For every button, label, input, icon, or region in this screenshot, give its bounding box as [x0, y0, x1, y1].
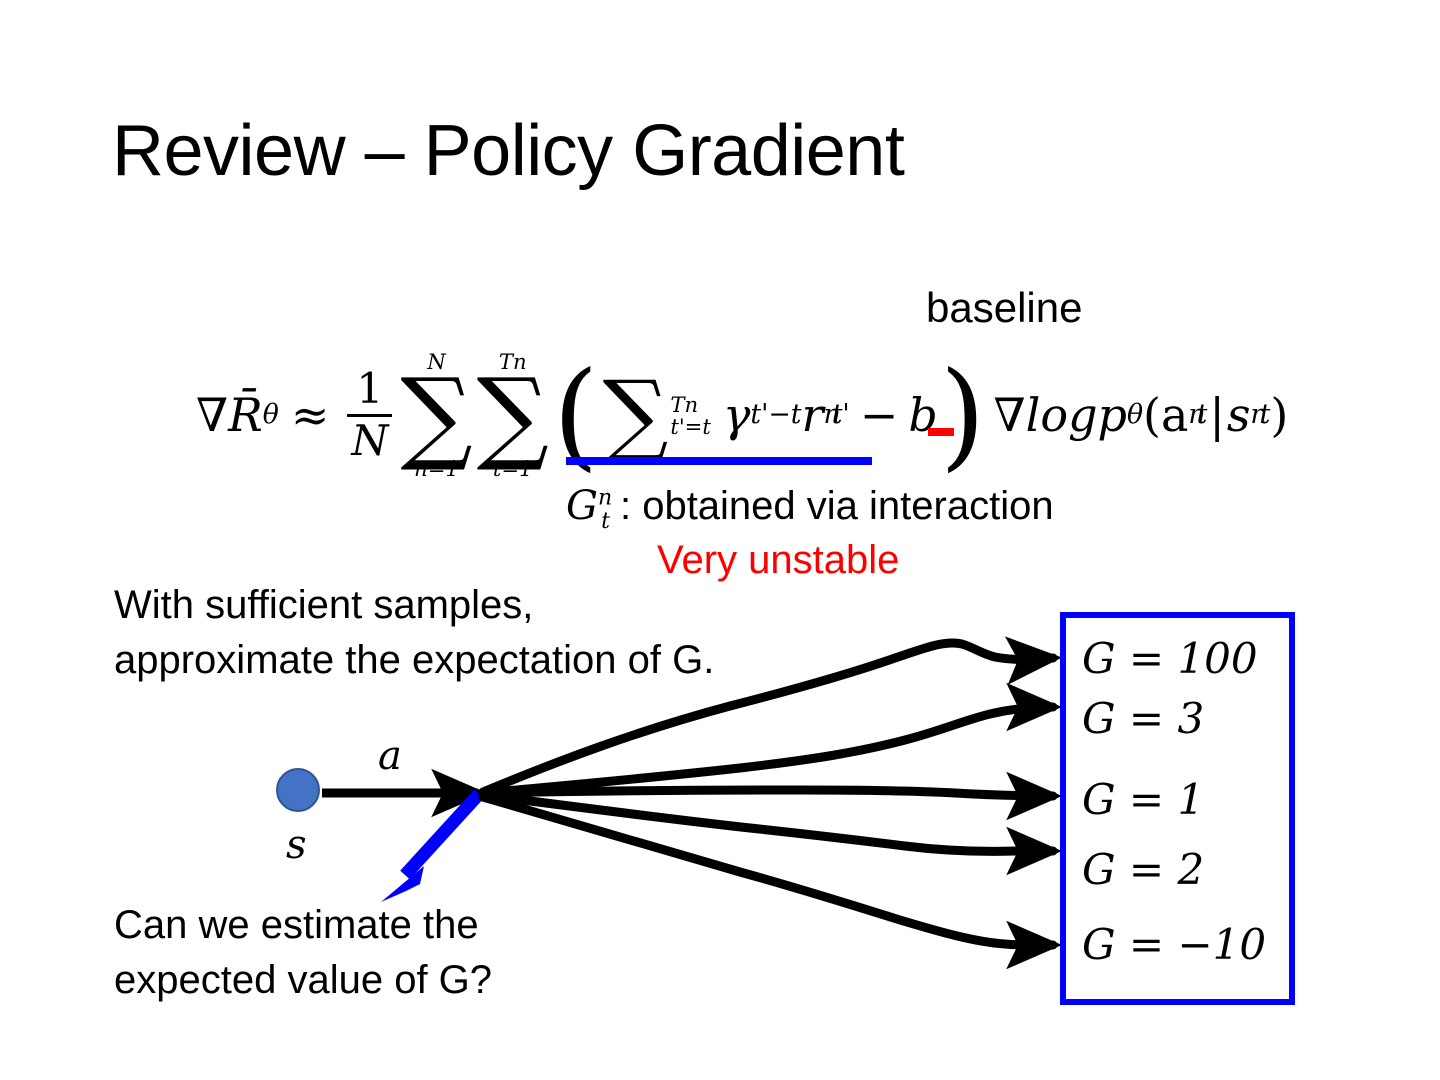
paren-open: (: [552, 346, 599, 484]
inner-sum-upper-limit: Tn: [670, 392, 699, 418]
return-superscript: n: [597, 485, 613, 511]
action-superscript: n: [1188, 398, 1206, 430]
action-subscript: t: [1196, 398, 1208, 430]
equation-middle-sum: Tn ∑ t=1: [477, 350, 549, 480]
equation-approx-sign: ≈: [290, 388, 330, 442]
fraction-bar: [347, 413, 393, 417]
baseline-annotation-label: baseline: [926, 284, 1083, 331]
trajectory-branch-3: [478, 771, 1063, 821]
question-line-2: expected value of G?: [114, 958, 493, 1003]
sigma-icon: ∑: [476, 355, 549, 474]
inner-sum-limits: Tn t'=t: [670, 392, 711, 439]
trajectory-branch-2: [478, 682, 1063, 798]
outer-sum-lower-limit: n=1: [414, 455, 459, 481]
equation-inner-sum: ∑ Tn t'=t: [602, 361, 711, 469]
equation-lhs-subscript: θ: [262, 398, 279, 430]
middle-sum-upper-limit: Tn: [498, 349, 527, 375]
policy-arguments: (a n t | s n t): [1143, 392, 1288, 438]
outcome-value-item: G = −10: [1082, 920, 1267, 969]
equation-fraction-one-over-n: 1 N: [347, 364, 393, 465]
reward-symbol: r: [801, 388, 824, 442]
trajectory-branch-4: [478, 790, 1063, 876]
reward-subscript: t': [831, 398, 850, 430]
minus-sign: −: [859, 388, 899, 442]
policy-paren-close: ): [1270, 388, 1289, 442]
outcome-value-item: G = 100: [1082, 634, 1258, 683]
equation-reward-term: r n t': [802, 392, 850, 438]
reward-superscript: n: [823, 398, 841, 430]
equation-lhs-symbol: ∇R̄: [196, 388, 263, 442]
paren-close: ): [939, 346, 986, 484]
equation-outer-sum: N ∑ n=1: [400, 350, 472, 480]
middle-sum-lower-limit: t=1: [492, 455, 533, 481]
page-title: Review – Policy Gradient: [112, 111, 905, 191]
state-label-s: s: [286, 822, 307, 868]
gamma-symbol: γ: [722, 388, 751, 442]
return-symbol-g: Gnt: [566, 483, 613, 534]
return-subscript: t: [601, 509, 610, 534]
outcome-value-item: G = 1: [1082, 775, 1205, 824]
return-definition-line: Gnt : obtained via interaction: [566, 483, 1054, 534]
sigma-icon: ∑: [602, 361, 669, 469]
return-definition-text: : obtained via interaction: [619, 484, 1054, 528]
gamma-exponent: t'−t: [750, 398, 802, 430]
grad-log-subscript: θ: [1126, 398, 1144, 430]
state-superscript: n: [1250, 398, 1268, 430]
trajectory-branch-5: [478, 792, 1063, 970]
state-symbol: s: [1226, 388, 1251, 442]
outcome-value-item: G = 3: [1082, 694, 1205, 743]
action-label-a: a: [378, 733, 402, 779]
sigma-icon: ∑: [400, 355, 473, 474]
return-blue-underline: [566, 457, 872, 465]
question-line-1: Can we estimate the: [114, 903, 479, 947]
conditional-bar: |: [1209, 388, 1225, 442]
outcome-values-box: [1060, 612, 1295, 1005]
fraction-numerator: 1: [356, 364, 384, 414]
state-node-circle: [276, 768, 320, 812]
estimate-question-note: Can we estimate the expected value of G?: [114, 898, 492, 1008]
note-line-1: With sufficient samples,: [114, 583, 534, 627]
policy-gradient-equation: ∇R̄ θ ≈ 1 N N ∑ n=1 Tn ∑ t=1 ( ∑ Tn t'=t: [196, 346, 1288, 484]
outcome-value-item: G = 2: [1082, 845, 1205, 894]
state-subscript: t: [1259, 398, 1271, 430]
very-unstable-warning: Very unstable: [657, 538, 900, 582]
baseline-red-underline: [928, 428, 954, 436]
gradient-update-arrow: [381, 789, 484, 902]
inner-sum-lower-limit: t'=t: [670, 413, 711, 439]
policy-paren-open: (a: [1143, 388, 1189, 442]
equation-lhs: ∇R̄ θ: [196, 392, 279, 438]
fraction-denominator: N: [351, 415, 389, 465]
sufficient-samples-note: With sufficient samples, approximate the…: [114, 578, 714, 688]
note-line-2: approximate the expectation of G.: [114, 638, 715, 683]
equation-discount-term: γ t'−t: [723, 392, 802, 438]
outer-sum-upper-limit: N: [427, 349, 446, 375]
grad-log-symbol: ∇logp: [993, 388, 1127, 442]
grad-log-term: ∇logp θ: [994, 392, 1143, 438]
